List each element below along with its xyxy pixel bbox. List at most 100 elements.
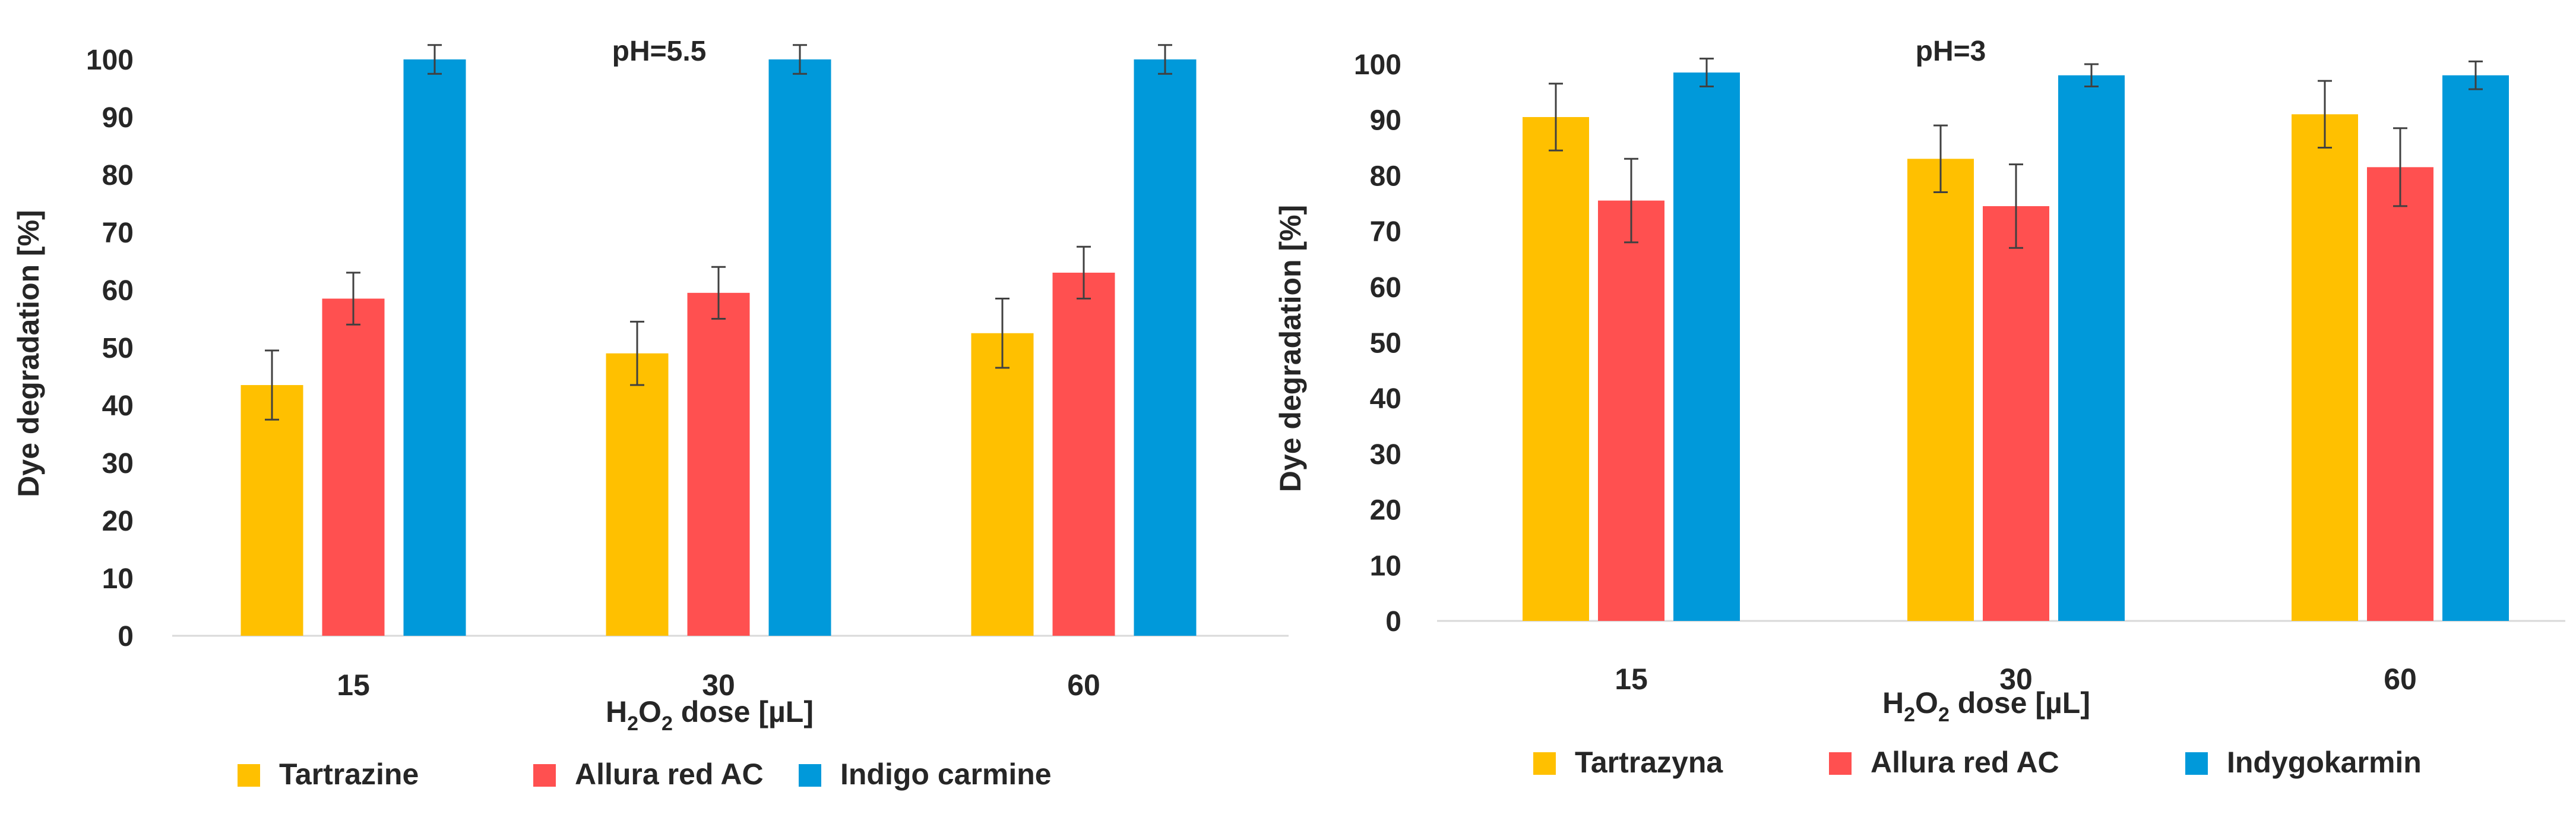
error-bar <box>1933 124 1948 194</box>
legend-swatch <box>1533 752 1556 775</box>
bar <box>2058 75 2125 622</box>
error-bar <box>1158 44 1172 75</box>
error-bar <box>346 272 360 326</box>
bar <box>2292 114 2358 621</box>
legend-label: Indigo carmine <box>840 758 1052 791</box>
y-tick-label: 70 <box>102 217 134 249</box>
legend: Tartrazine Allura red AC Indigo carmine <box>238 758 1052 791</box>
y-tick-label: 10 <box>1370 550 1401 582</box>
x-tick-label: 60 <box>1067 668 1100 702</box>
x-axis-label-part: dose [µL] <box>673 695 814 728</box>
bar <box>322 298 385 636</box>
x-tick-label: 15 <box>337 668 370 702</box>
error-bar <box>995 298 1009 369</box>
legend-item: Allura red AC <box>1829 746 2059 779</box>
error-bar <box>2469 60 2483 90</box>
bar <box>2442 75 2509 622</box>
bar <box>1983 206 2049 621</box>
legend-item: Tartrazyna <box>1533 746 1723 779</box>
bar <box>1673 72 1740 622</box>
error-bar <box>2084 63 2099 87</box>
error-bar <box>711 266 726 320</box>
y-tick-label: 40 <box>102 390 134 422</box>
legend-label: Tartrazine <box>279 758 419 791</box>
legend-item: Indigo carmine <box>799 758 1052 791</box>
x-axis-label-part: dose [µL] <box>1950 686 2090 720</box>
legend-swatch <box>2185 752 2208 775</box>
bar <box>1052 272 1115 636</box>
series-1 <box>1523 80 2358 621</box>
error-bar <box>265 349 279 421</box>
error-bar <box>1077 245 1091 300</box>
y-tick-label: 90 <box>1370 105 1401 137</box>
x-axis-label-part: O <box>1915 686 1938 720</box>
series-3 <box>1673 58 2509 622</box>
y-tick-label: 30 <box>102 448 134 480</box>
y-tick-label: 50 <box>1370 328 1401 359</box>
y-tick-label: 60 <box>1370 272 1401 304</box>
error-bar <box>793 44 807 75</box>
y-tick-label: 50 <box>102 333 134 364</box>
y-tick-label: 40 <box>1370 383 1401 415</box>
x-tick-label: 30 <box>702 668 735 702</box>
series-1 <box>240 298 1034 636</box>
bar <box>1134 59 1197 636</box>
y-tick-label: 100 <box>86 45 134 76</box>
bar <box>1523 117 1589 621</box>
chart-2: 0 10 20 30 40 50 60 70 80 90 100 Dye degradation [%… <box>1274 36 2565 779</box>
legend-label: Allura red AC <box>1871 746 2059 779</box>
y-axis-label: Dye degradation [%] <box>12 210 45 497</box>
legend-swatch <box>799 764 821 787</box>
bar <box>606 353 669 636</box>
y-tick-label: 20 <box>1370 495 1401 526</box>
bar <box>1907 159 1974 621</box>
bar <box>403 59 466 636</box>
legend-label: Allura red AC <box>575 758 764 791</box>
legend-swatch <box>533 764 556 787</box>
legend-item: Allura red AC <box>533 758 764 791</box>
bar <box>687 292 750 636</box>
series-2 <box>1598 127 2433 622</box>
y-axis-label: Dye degradation [%] <box>1274 205 1307 492</box>
bar <box>240 385 303 636</box>
x-axis-label-part: 2 <box>1938 704 1950 726</box>
y-tick-label: 70 <box>1370 216 1401 248</box>
x-axis-label-part: O <box>638 695 662 728</box>
error-bar <box>1700 58 1714 87</box>
bar <box>1598 200 1664 621</box>
x-axis-label-part: 2 <box>662 712 673 735</box>
series-3 <box>403 44 1197 636</box>
x-axis-label-part: H <box>606 695 627 728</box>
series-2 <box>322 245 1115 636</box>
x-tick-label: 15 <box>1615 663 1648 696</box>
y-tick-label: 60 <box>102 275 134 307</box>
y-tick-label: 30 <box>1370 439 1401 471</box>
error-bar <box>2393 127 2407 207</box>
legend-swatch <box>238 764 260 787</box>
x-tick-label: 60 <box>2384 663 2417 696</box>
x-axis-label: H2O2 dose [µL] <box>1882 686 2090 726</box>
legend-item: Tartrazine <box>238 758 419 791</box>
error-bar <box>2009 163 2023 249</box>
y-tick-label: 10 <box>102 563 134 595</box>
legend-label: Tartrazyna <box>1575 746 1723 779</box>
bar <box>971 333 1034 636</box>
bar <box>2367 167 2433 622</box>
chart-1: 0 10 20 30 40 50 60 70 80 90 100 Dye degradation [%… <box>12 36 1289 791</box>
legend: Tartrazyna Allura red AC Indygokarmin <box>1533 746 2422 779</box>
y-tick-label: 0 <box>118 621 134 652</box>
legend-label: Indygokarmin <box>2227 746 2422 779</box>
x-tick-label: 30 <box>1999 663 2033 696</box>
error-bar <box>630 320 644 386</box>
x-axis-label-part: H <box>1882 686 1904 720</box>
x-axis-label: H2O2 dose [µL] <box>606 695 814 735</box>
y-tick-label: 80 <box>1370 160 1401 192</box>
y-tick-label: 20 <box>102 506 134 537</box>
y-tick-label: 80 <box>102 160 134 191</box>
x-axis-label-part: 2 <box>1904 704 1915 726</box>
error-bar <box>1624 157 1638 244</box>
chart-title: pH=3 <box>1916 36 1986 67</box>
y-tick-label: 100 <box>1354 49 1401 81</box>
y-tick-label: 0 <box>1385 606 1401 638</box>
